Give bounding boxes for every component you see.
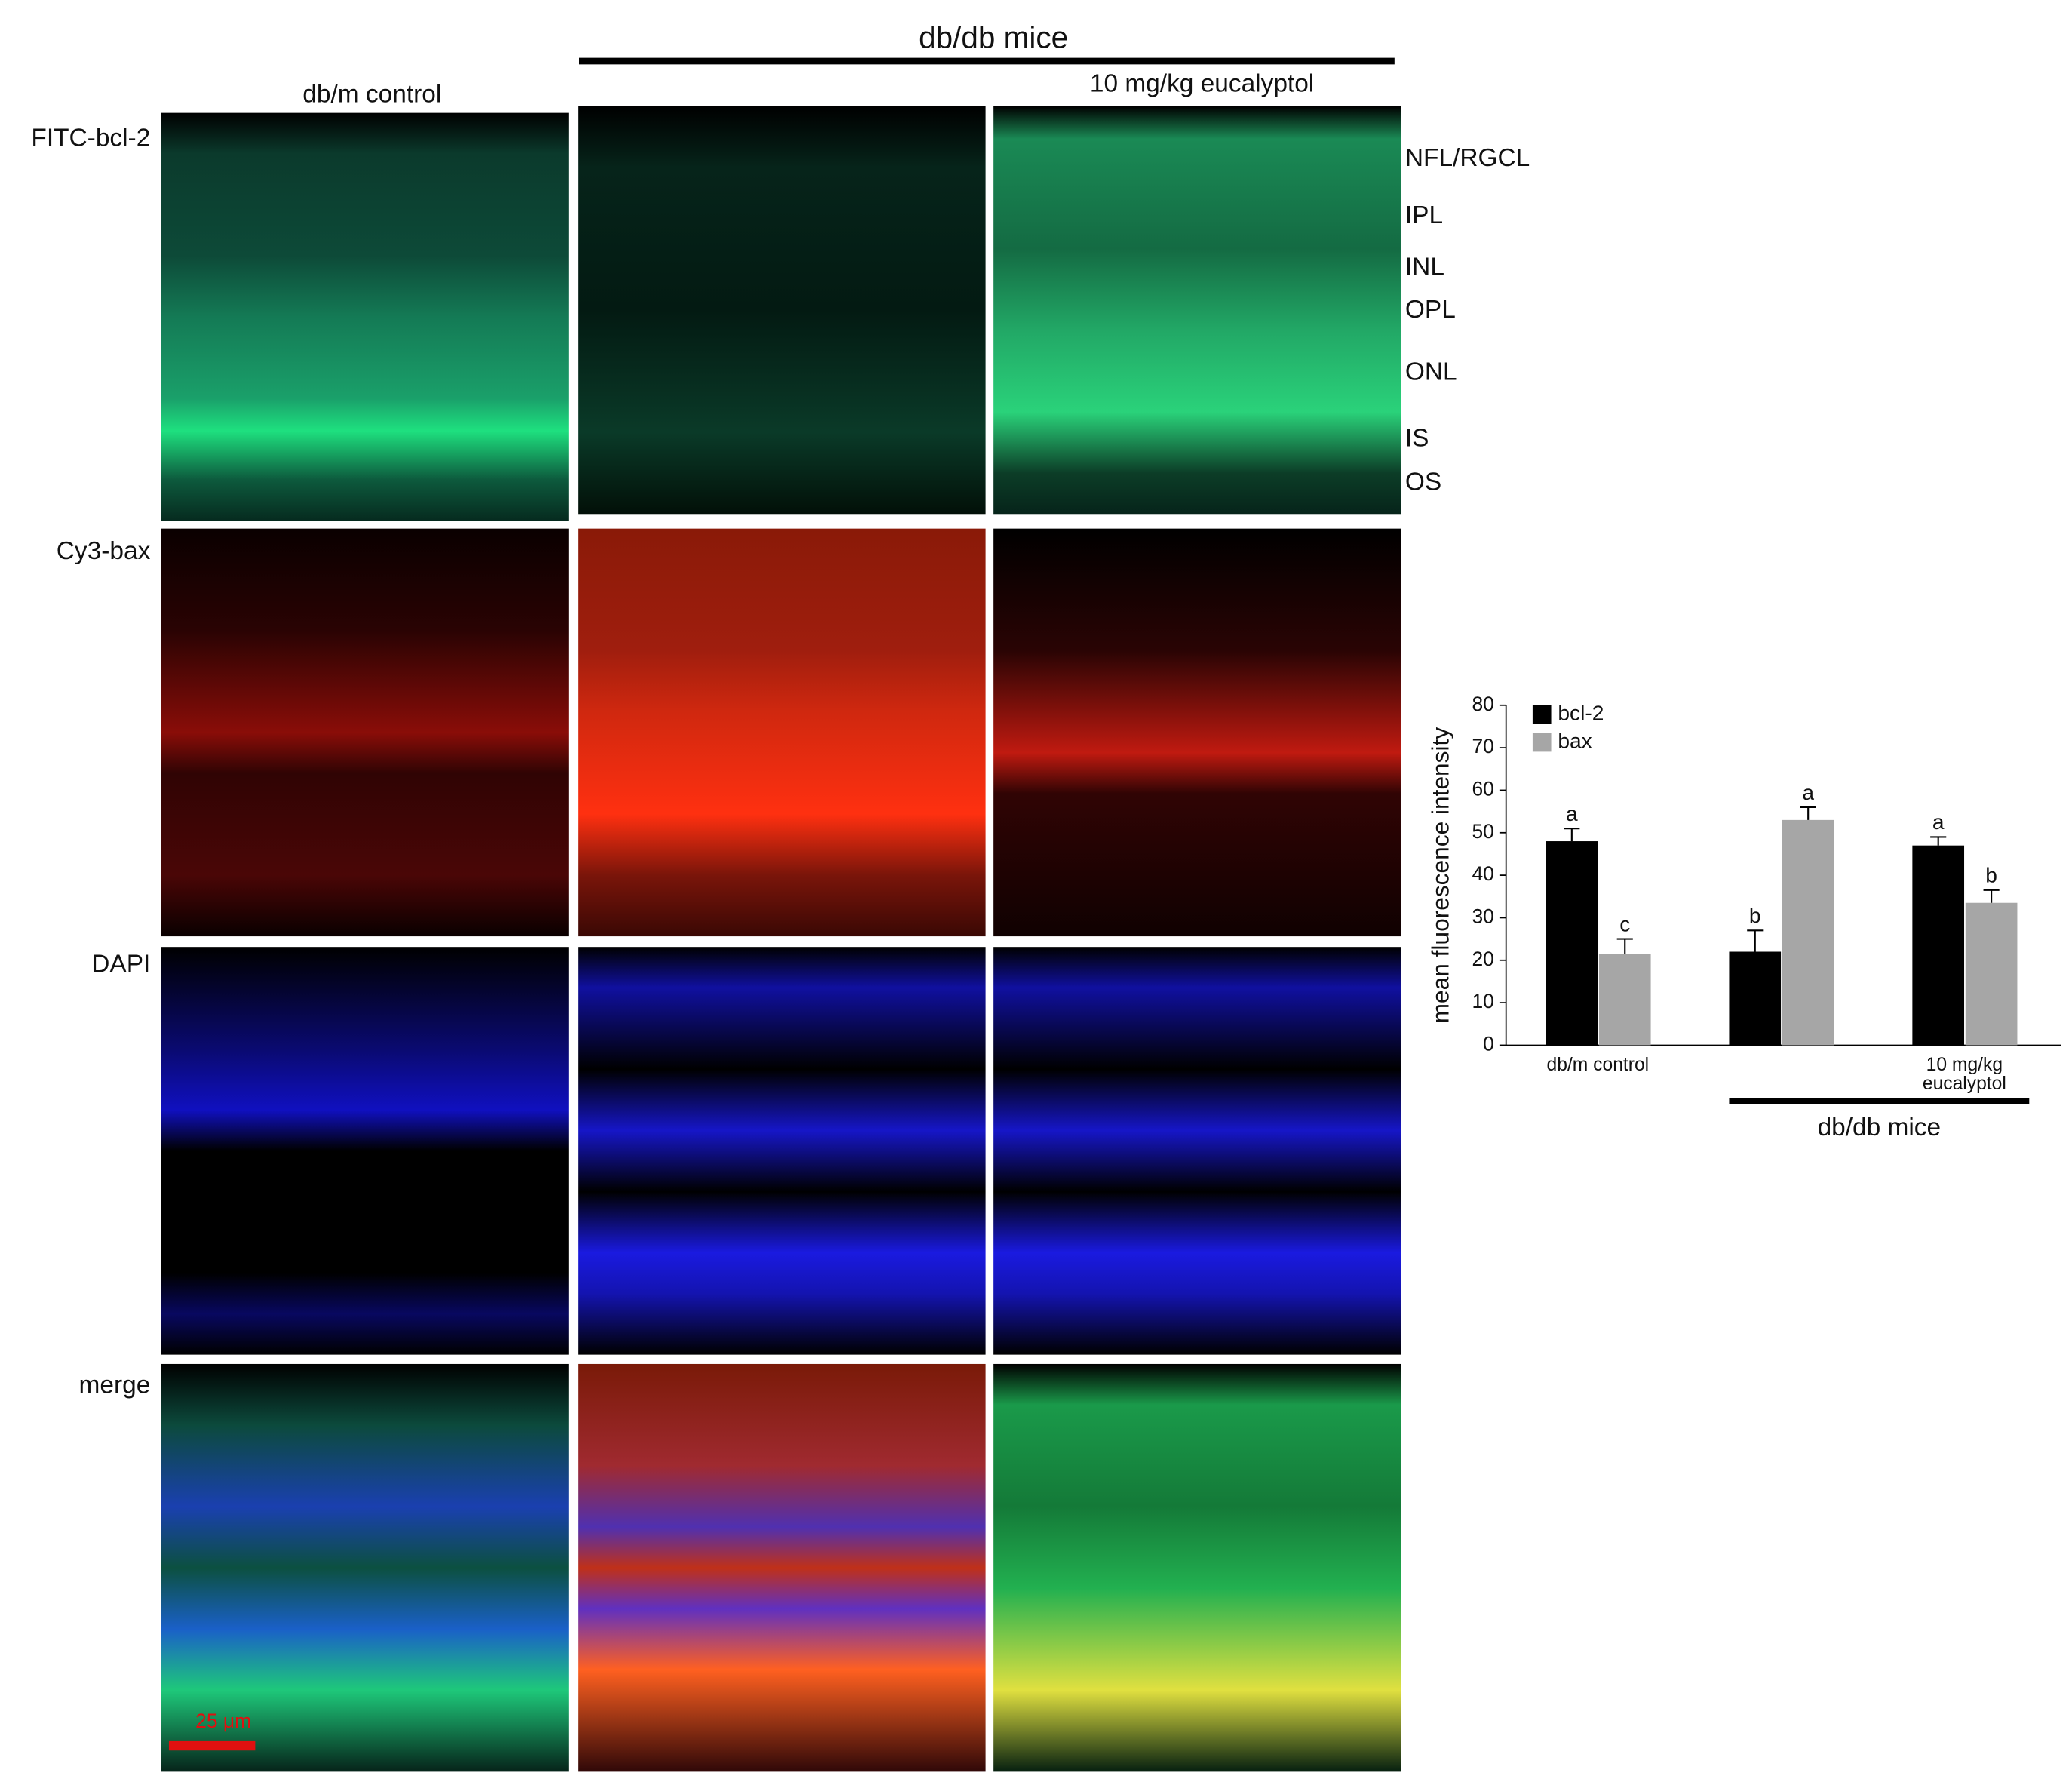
layer-label: OPL	[1405, 296, 1456, 324]
bar	[1782, 819, 1834, 1046]
x-tick-label: db/m control	[1546, 1054, 1650, 1075]
scale-bar-label: 25 μm	[195, 1710, 251, 1732]
panel	[578, 947, 986, 1355]
panel	[993, 947, 1401, 1355]
layer-label: ONL	[1405, 358, 1457, 386]
column-label: db/m control	[302, 81, 441, 109]
panel	[161, 112, 569, 521]
bar-chart: 0 10 20 30 40 50 60 70 80 mean fluorescence inten…	[1427, 693, 2061, 1141]
y-tick-label: 40	[1472, 862, 1493, 885]
legend-label: bax	[1558, 730, 1592, 753]
row-labels: FITC-bcl-2 Cy3-bax DAPI merge	[31, 124, 150, 1399]
group-label: db/db mice	[919, 20, 1068, 55]
panel	[161, 528, 569, 937]
layer-labels: NFL/RGCL IPL INL OPL ONL IS OS	[1405, 144, 1530, 496]
significance-label: b	[1749, 904, 1761, 927]
significance-label: a	[1802, 781, 1814, 804]
significance-label: c	[1619, 912, 1630, 936]
legend-label: bcl-2	[1558, 702, 1604, 725]
panel	[993, 1363, 1401, 1772]
bar	[1965, 902, 2018, 1046]
panel	[578, 106, 986, 515]
panel	[993, 106, 1401, 515]
layer-label: INL	[1405, 253, 1444, 281]
group-label: db/db mice	[1818, 1114, 1942, 1141]
panel	[161, 1363, 569, 1772]
significance-label: a	[1932, 810, 1945, 834]
y-tick-label: 10	[1472, 990, 1493, 1012]
y-tick-label: 0	[1483, 1032, 1494, 1055]
bar	[1598, 954, 1651, 1046]
row-label: merge	[79, 1372, 151, 1399]
y-tick-label: 20	[1472, 948, 1493, 970]
micrographs: 25 μm	[161, 106, 1401, 1772]
y-tick-label: 30	[1472, 905, 1493, 927]
bar	[1912, 845, 1965, 1046]
x-tick-label: 10 mg/kg eucalyptol	[1922, 1054, 2006, 1094]
column-label: 10 mg/kg eucalyptol	[1090, 69, 1314, 97]
bar	[1729, 951, 1782, 1046]
panel	[578, 1363, 986, 1772]
row-label: FITC-bcl-2	[31, 124, 150, 152]
panel	[993, 528, 1401, 937]
legend-swatch	[1532, 705, 1552, 724]
legend-swatch	[1532, 733, 1552, 752]
layer-label: IS	[1405, 425, 1429, 453]
scale-bar	[168, 1740, 256, 1751]
significance-label: b	[1985, 864, 1997, 887]
row-label: Cy3-bax	[57, 537, 151, 565]
layer-label: IPL	[1405, 201, 1443, 229]
row-label: DAPI	[91, 951, 150, 979]
y-tick-label: 80	[1472, 693, 1493, 715]
y-tick-label: 70	[1472, 735, 1493, 757]
layer-label: OS	[1405, 469, 1441, 496]
y-tick-label: 60	[1472, 777, 1493, 800]
panel	[578, 528, 986, 937]
y-axis-label: mean fluorescence intensity	[1427, 727, 1454, 1024]
panel	[161, 947, 569, 1355]
bar	[1546, 841, 1598, 1046]
y-tick-label: 50	[1472, 820, 1493, 843]
layer-label: NFL/RGCL	[1405, 144, 1530, 172]
significance-label: a	[1566, 802, 1578, 825]
